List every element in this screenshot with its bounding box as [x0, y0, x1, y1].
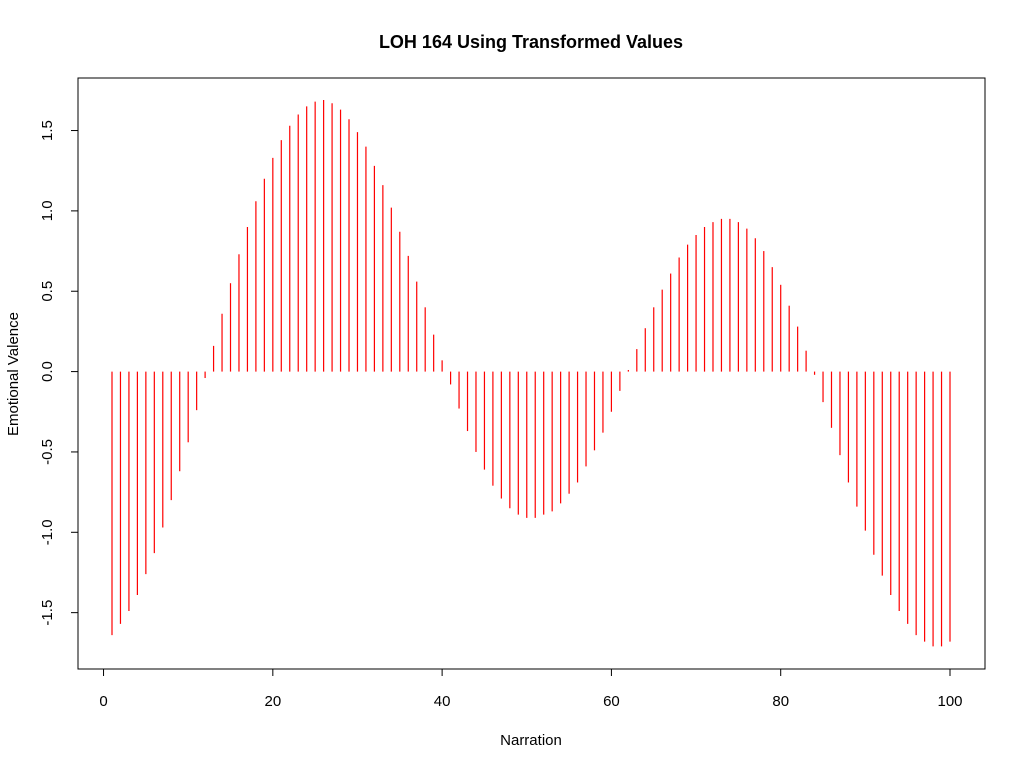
y-tick-label: 1.5: [39, 120, 56, 141]
x-tick-label: 100: [937, 693, 962, 710]
chart-title: LOH 164 Using Transformed Values: [379, 32, 683, 52]
x-axis: 0 20 40 60 80 100: [99, 668, 963, 710]
x-tick-label: 20: [264, 693, 281, 710]
x-tick-label: 40: [434, 693, 451, 710]
y-tick-label: -1.0: [39, 519, 56, 545]
x-tick-label: 80: [772, 693, 789, 710]
y-axis-label: Emotional Valence: [5, 312, 22, 436]
y-tick-label: -0.5: [39, 439, 56, 465]
y-tick-label: -1.5: [39, 600, 56, 626]
x-tick-label: 60: [603, 693, 620, 710]
bar-series: [111, 100, 951, 647]
y-tick-label: 0.0: [39, 361, 56, 382]
y-axis: -1.5 -1.0 -0.5 0.0 0.5 1.0 1.5: [39, 120, 79, 626]
y-tick-label: 0.5: [39, 281, 56, 302]
x-axis-label: Narration: [500, 732, 562, 749]
x-tick-label: 0: [99, 693, 107, 710]
y-tick-label: 1.0: [39, 200, 56, 221]
